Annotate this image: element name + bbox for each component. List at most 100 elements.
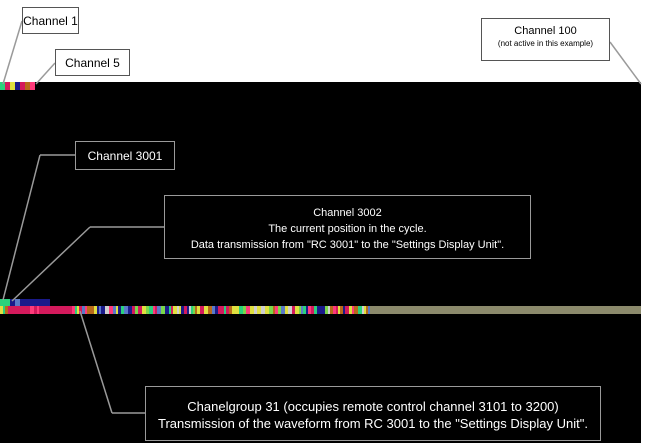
channel-group-stripe xyxy=(34,306,37,314)
channel-3001-stripe xyxy=(0,299,5,306)
channel-group-stripe xyxy=(338,306,340,314)
channel-group-stripe xyxy=(184,306,187,314)
channel-group-stripe xyxy=(292,306,295,314)
channel-group-stripe xyxy=(30,306,34,314)
channel-group-stripe xyxy=(132,306,135,314)
leader-lines xyxy=(2,20,642,414)
channel-group-stripe xyxy=(349,306,352,314)
channel-group-stripe xyxy=(368,306,371,314)
channel-3001-text: Channel 3001 xyxy=(87,149,163,163)
channel-group-stripe xyxy=(254,306,257,314)
channel-3002-label: Channel 3002 The current position in the… xyxy=(164,195,531,259)
channel-group-stripe xyxy=(28,306,30,314)
channel-group-stripe xyxy=(77,306,79,314)
channel-group-stripe xyxy=(165,306,169,314)
channel-group-stripe xyxy=(181,306,184,314)
channel-group-stripe xyxy=(229,306,232,314)
channel-3002-text: Channel 3002 xyxy=(313,207,382,219)
channel-group-stripe xyxy=(101,306,105,314)
channel-group-stripe xyxy=(63,306,67,314)
channel-group-stripe xyxy=(301,306,303,314)
channel-5-leader xyxy=(35,62,56,85)
channel-group-stripe xyxy=(113,306,116,314)
channel-group-stripe xyxy=(52,306,56,314)
inactive-channels-band xyxy=(370,306,641,314)
channel-group-stripe xyxy=(42,306,44,314)
channel-group-stripe xyxy=(3,306,5,314)
top-channel-stripe xyxy=(10,82,15,90)
channel-group-stripe xyxy=(299,306,301,314)
channel-group-stripe xyxy=(250,306,254,314)
channel-group-stripe xyxy=(56,306,59,314)
channel-group-stripe xyxy=(345,306,349,314)
channel-3001-stripe xyxy=(25,299,30,306)
channel-group-stripe xyxy=(72,306,75,314)
channel-group-stripe xyxy=(195,306,197,314)
channel-group-stripe xyxy=(356,306,358,314)
channel-5-text: Channel 5 xyxy=(65,56,120,70)
channel-3001-stripe xyxy=(20,299,25,306)
channel-group-stripe xyxy=(59,306,63,314)
channel-group-stripe xyxy=(75,306,77,314)
channel-group-stripe xyxy=(109,306,113,314)
channel-group-stripe xyxy=(161,306,165,314)
channel-3001-stripe xyxy=(5,299,10,306)
channel-group-stripe xyxy=(149,306,153,314)
channel-3001-stripe xyxy=(45,299,50,306)
channel-group-stripe xyxy=(153,306,155,314)
channel-group-stripe xyxy=(236,306,239,314)
channel-group-stripe xyxy=(208,306,212,314)
channel-group-stripe xyxy=(364,306,366,314)
channel-group-stripe xyxy=(261,306,265,314)
channel-group-stripe xyxy=(308,306,311,314)
channel-group-stripe xyxy=(25,306,28,314)
channel-group-stripe xyxy=(173,306,177,314)
channel-group-stripe xyxy=(39,306,42,314)
channel-group-stripe xyxy=(48,306,50,314)
channel-group-stripe xyxy=(87,306,90,314)
channel-group-stripe xyxy=(124,306,128,314)
channel-group-stripe xyxy=(90,306,94,314)
channel-group-stripe xyxy=(94,306,97,314)
channel-group-stripe xyxy=(358,306,362,314)
channel-group-stripe xyxy=(212,306,215,314)
channel-group-stripe xyxy=(265,306,269,314)
channel-group-stripe xyxy=(311,306,314,314)
channel-group-stripe xyxy=(191,306,193,314)
channel-group-stripe xyxy=(37,306,39,314)
channel-group-stripe xyxy=(362,306,364,314)
channel-1-leader xyxy=(2,20,23,85)
channel-group-stripe xyxy=(321,306,325,314)
channel-group-stripe xyxy=(224,306,226,314)
channel-group-stripe xyxy=(169,306,171,314)
channel-group-stripe xyxy=(354,306,356,314)
channel-3001-stripe xyxy=(10,299,15,306)
channel-group-stripe xyxy=(281,306,285,314)
channel-group-stripe xyxy=(12,306,15,314)
channel-group-stripe xyxy=(19,306,21,314)
channel-group-stripe xyxy=(121,306,124,314)
channel-group-stripe xyxy=(128,306,132,314)
channel-group-stripe xyxy=(243,306,246,314)
channel-group-stripe xyxy=(44,306,48,314)
channel-group-stripe xyxy=(333,306,336,314)
channel-group-stripe xyxy=(193,306,195,314)
channel-group-stripe xyxy=(275,306,278,314)
channel-group-stripe xyxy=(257,306,261,314)
channel-group-stripe xyxy=(50,306,52,314)
channel-group-stripe xyxy=(325,306,328,314)
channel-100-leader xyxy=(609,41,642,85)
channel-group-stripe xyxy=(142,306,146,314)
channel-group-stripe xyxy=(85,306,87,314)
channel-group-stripe xyxy=(23,306,25,314)
channel-group-stripe xyxy=(79,306,82,314)
channel-group-stripe xyxy=(232,306,236,314)
channel-group-stripe xyxy=(155,306,157,314)
channel-group-stripe xyxy=(97,306,99,314)
channel-group-stripe xyxy=(306,306,308,314)
channel-group-stripe xyxy=(303,306,306,314)
channel-group-stripe xyxy=(5,306,8,314)
channel-group-stripe xyxy=(366,306,368,314)
channel-group-stripe xyxy=(218,306,222,314)
channel-3002-transmission: Data transmission from "RC 3001" to the … xyxy=(190,239,505,251)
